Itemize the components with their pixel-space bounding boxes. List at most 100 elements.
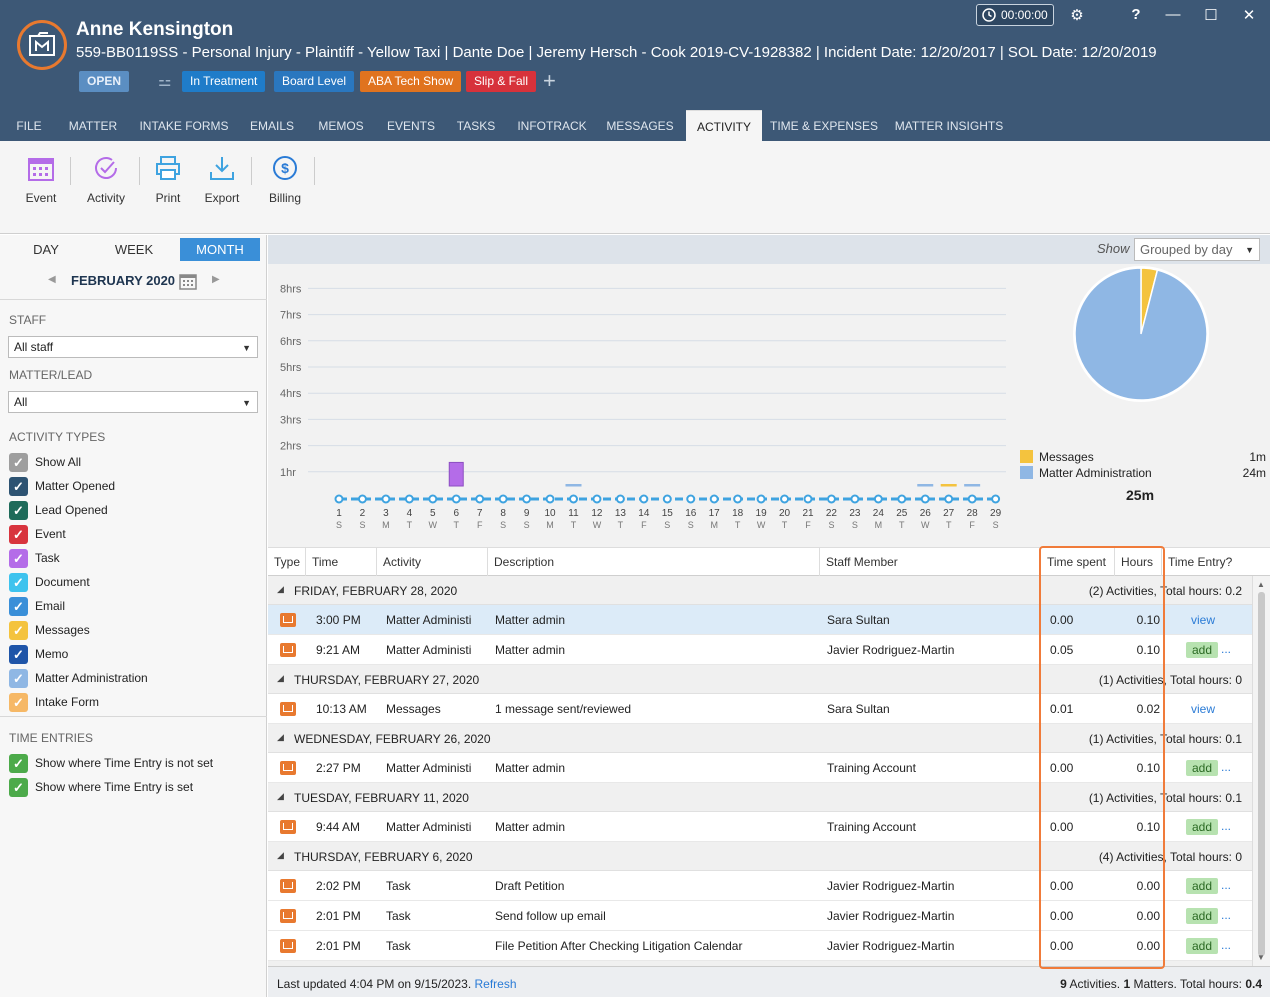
time-entry-checkbox[interactable]: ✓ Show where Time Entry is set <box>9 777 193 797</box>
col-type[interactable]: Type <box>268 548 306 576</box>
activity-type-checkbox[interactable]: ✓ Memo <box>9 644 68 664</box>
period-day[interactable]: DAY <box>33 242 59 257</box>
day-point[interactable] <box>686 494 696 504</box>
table-row[interactable]: 2:01 PM Task File Petition After Checking … <box>268 931 1252 961</box>
tag-board-level[interactable]: Board Level <box>274 71 355 92</box>
col-activity[interactable]: Activity <box>377 548 488 576</box>
event-button[interactable]: Event <box>18 151 64 205</box>
scroll-up-icon[interactable]: ▲ <box>1257 580 1265 589</box>
group-header-row[interactable]: ◢ TUESDAY, FEBRUARY 11, 2020 (1) Activitie… <box>268 783 1252 812</box>
activity-type-checkbox[interactable]: ✓ Document <box>9 572 90 592</box>
table-row[interactable]: 3:00 PM Matter Administi Matter admin Sara … <box>268 605 1252 635</box>
col-time[interactable]: Time <box>306 548 377 576</box>
add-tag-icon[interactable]: + <box>543 68 556 93</box>
tag-icon[interactable]: ⚍ <box>158 73 172 90</box>
day-point[interactable] <box>475 494 485 504</box>
bar-matter-administration[interactable] <box>917 484 934 487</box>
col-description[interactable]: Description <box>488 548 820 576</box>
checkbox-checked-icon[interactable]: ✓ <box>9 778 28 797</box>
activity-type-checkbox[interactable]: ✓ Email <box>9 596 65 616</box>
day-point[interactable] <box>826 494 836 504</box>
period-week[interactable]: WEEK <box>114 242 154 257</box>
period-month[interactable]: MONTH <box>180 238 260 261</box>
calendar-picker-icon[interactable] <box>179 272 197 293</box>
tag-in-treatment[interactable]: In Treatment <box>182 71 266 92</box>
help-icon[interactable]: ? <box>1131 6 1141 23</box>
day-point[interactable] <box>920 494 930 504</box>
more-options-icon[interactable]: ... <box>1221 938 1232 952</box>
activity-type-checkbox[interactable]: ✓ Event <box>9 524 66 544</box>
checkbox-checked-icon[interactable]: ✓ <box>9 477 28 496</box>
maximize-icon[interactable]: ☐ <box>1204 7 1218 24</box>
minimize-icon[interactable]: — <box>1165 6 1181 23</box>
pie-slice[interactable] <box>1074 267 1208 401</box>
day-point[interactable] <box>756 494 766 504</box>
table-row[interactable]: 10:13 AM Messages 1 message sent/reviewed S… <box>268 694 1252 724</box>
scroll-down-icon[interactable]: ▼ <box>1257 953 1265 962</box>
activity-type-checkbox[interactable]: ✓ Matter Opened <box>9 476 115 496</box>
day-point[interactable] <box>733 494 743 504</box>
more-options-icon[interactable]: ... <box>1221 908 1232 922</box>
add-time-entry-button[interactable]: add <box>1186 878 1219 894</box>
more-options-icon[interactable]: ... <box>1221 878 1232 892</box>
table-row[interactable]: 2:02 PM Task Draft Petition Javier Rodrigue… <box>268 871 1252 901</box>
group-header-row[interactable]: ◢ WEDNESDAY, FEBRUARY 26, 2020 (1) Activit… <box>268 724 1252 753</box>
activity-type-checkbox[interactable]: ✓ Intake Form <box>9 692 99 712</box>
tab-time-expenses[interactable]: TIME & EXPENSES <box>769 119 879 133</box>
day-point[interactable] <box>451 494 461 504</box>
checkbox-checked-icon[interactable]: ✓ <box>9 597 28 616</box>
activity-type-checkbox[interactable]: ✓ Task <box>9 548 60 568</box>
day-point[interactable] <box>404 494 414 504</box>
day-point[interactable] <box>662 494 672 504</box>
checkbox-checked-icon[interactable]: ✓ <box>9 525 28 544</box>
bar-matter-administration[interactable] <box>964 484 981 487</box>
matter-lead-dropdown[interactable]: All ▼ <box>8 391 258 413</box>
table-row[interactable]: 2:27 PM Matter Administi Matter admin Train… <box>268 753 1252 783</box>
col-hours[interactable]: Hours <box>1115 548 1162 576</box>
day-point[interactable] <box>522 494 532 504</box>
print-button[interactable]: Print <box>148 151 188 205</box>
tab-matter[interactable]: MATTER <box>68 119 118 133</box>
more-options-icon[interactable]: ... <box>1221 760 1232 774</box>
tab-events[interactable]: EVENTS <box>386 119 435 133</box>
activity-type-checkbox[interactable]: ✓ Show All <box>9 452 81 472</box>
table-row[interactable]: 2:01 PM Task Send follow up email Javier Ro… <box>268 901 1252 931</box>
col-staff-member[interactable]: Staff Member <box>820 548 1041 576</box>
status-badge[interactable]: OPEN <box>79 71 129 92</box>
day-point[interactable] <box>381 494 391 504</box>
day-point[interactable] <box>780 494 790 504</box>
tag-slip-fall[interactable]: Slip & Fall <box>466 71 537 92</box>
activity-button[interactable]: Activity <box>80 151 132 205</box>
add-time-entry-button[interactable]: add <box>1186 642 1219 658</box>
day-point[interactable] <box>873 494 883 504</box>
checkbox-checked-icon[interactable]: ✓ <box>9 754 28 773</box>
timer-button[interactable]: 00:00:00 <box>976 4 1054 26</box>
activity-type-checkbox[interactable]: ✓ Messages <box>9 620 90 640</box>
day-point[interactable] <box>357 494 367 504</box>
more-options-icon[interactable]: ... <box>1221 819 1232 833</box>
checkbox-checked-icon[interactable]: ✓ <box>9 669 28 688</box>
day-point[interactable] <box>709 494 719 504</box>
scroll-thumb[interactable] <box>1258 592 1265 956</box>
gear-icon[interactable]: ⚙ <box>1070 7 1084 24</box>
table-row[interactable]: 9:44 AM Matter Administi Matter admin Train… <box>268 812 1252 842</box>
day-point[interactable] <box>569 494 578 504</box>
add-time-entry-button[interactable]: add <box>1186 908 1219 924</box>
day-point[interactable] <box>334 494 344 504</box>
tag-aba-tech-show[interactable]: ABA Tech Show <box>360 71 462 92</box>
group-header-row[interactable]: ◢ THURSDAY, FEBRUARY 6, 2020 (4) Activitie… <box>268 842 1252 871</box>
prev-month-icon[interactable]: ◀ <box>48 274 56 285</box>
tab-file[interactable]: FILE <box>16 119 42 133</box>
tab-activity[interactable]: ACTIVITY <box>686 110 762 141</box>
staff-dropdown[interactable]: All staff ▼ <box>8 336 258 358</box>
tab-intake-forms[interactable]: INTAKE FORMS <box>139 119 229 133</box>
checkbox-checked-icon[interactable]: ✓ <box>9 549 28 568</box>
day-point[interactable] <box>615 494 625 504</box>
day-point[interactable] <box>991 494 1001 504</box>
tab-matter-insights[interactable]: MATTER INSIGHTS <box>894 119 1004 133</box>
view-time-entry-link[interactable]: view <box>1191 613 1216 627</box>
day-point[interactable] <box>545 494 555 504</box>
collapse-triangle-icon[interactable]: ◢ <box>277 584 284 594</box>
checkbox-checked-icon[interactable]: ✓ <box>9 693 28 712</box>
checkbox-checked-icon[interactable]: ✓ <box>9 573 28 592</box>
